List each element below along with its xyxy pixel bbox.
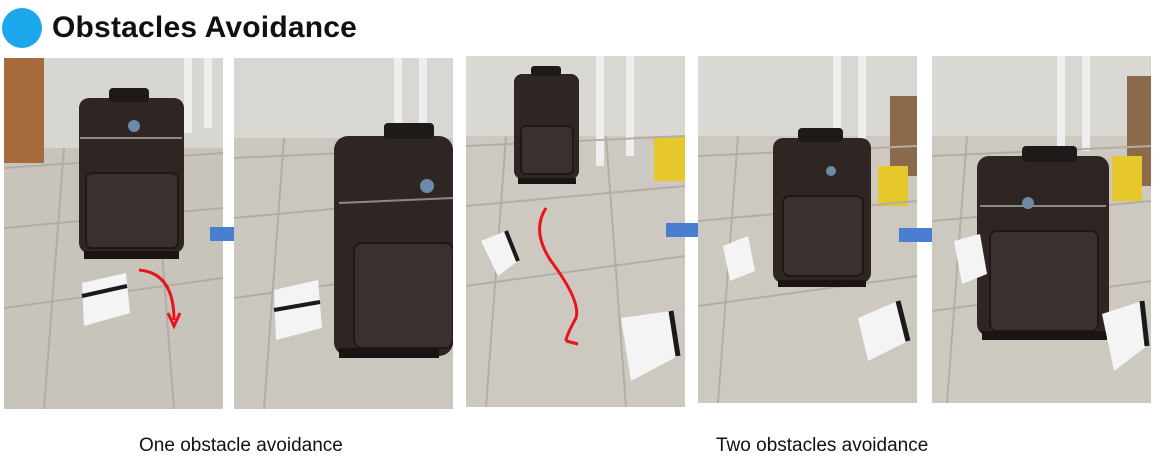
page-title: Obstacles Avoidance [52,11,358,44]
avoidance-path-curve [138,268,176,321]
photo-one-obstacle-start [4,58,223,409]
photo-two-obstacles-end [932,56,1151,403]
avoidance-path-curve [538,207,579,342]
title-bullet-icon [2,8,42,48]
photo-two-obstacles-start [466,56,685,407]
photo-two-obstacles-middle [698,56,917,403]
caption-one-obstacle: One obstacle avoidance [139,435,343,456]
photo-one-obstacle-end [234,58,453,409]
caption-two-obstacles: Two obstacles avoidance [716,435,929,456]
